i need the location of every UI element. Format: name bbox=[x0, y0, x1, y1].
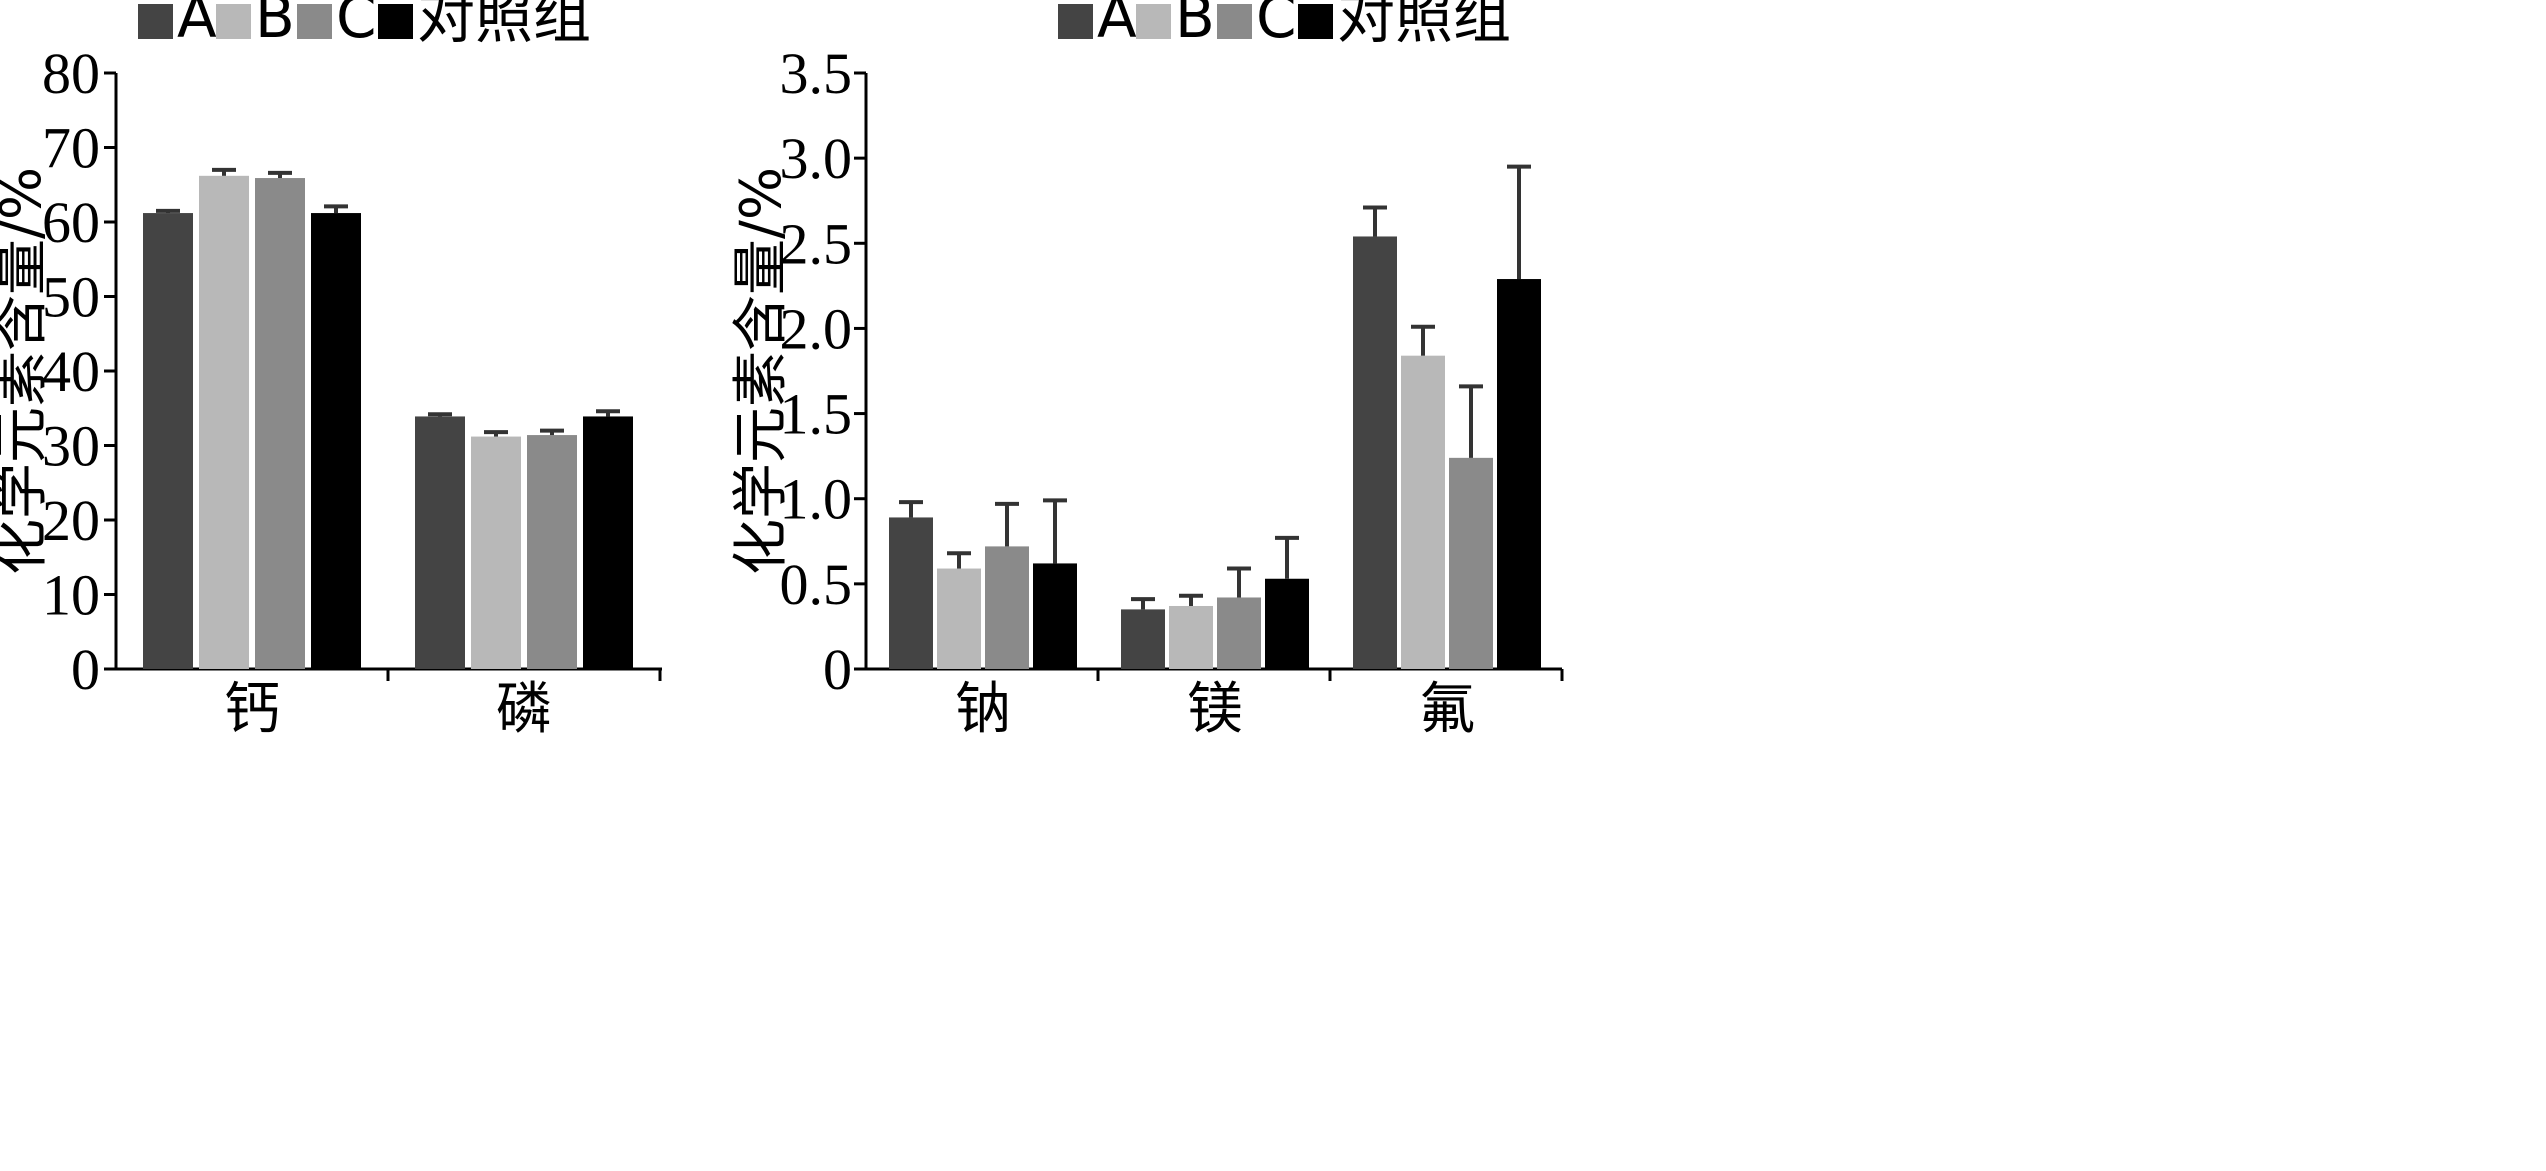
bar---2 bbox=[583, 416, 633, 669]
y-tick-label: 50 bbox=[42, 265, 100, 330]
legend-swatch-A bbox=[1058, 4, 1093, 39]
legend-swatch-C bbox=[297, 4, 332, 39]
bar-B-2 bbox=[471, 436, 521, 669]
legend-label: B bbox=[255, 0, 295, 51]
y-tick-label: 1.0 bbox=[780, 467, 853, 532]
bar-A-1 bbox=[889, 517, 933, 669]
bar-A-3 bbox=[1353, 236, 1397, 669]
bar-A-2 bbox=[415, 416, 465, 669]
chart-left: 0 10 20 30 40 50 60 70 80 钙 磷 化学元素含量/% A B C 对照组 bbox=[0, 0, 662, 742]
y-tick-label: 30 bbox=[42, 414, 100, 479]
y-tick-label: 2.5 bbox=[780, 211, 853, 276]
legend-label: C bbox=[336, 0, 377, 51]
bar---2 bbox=[1265, 578, 1309, 669]
chart-right: 0 0.5 1.0 1.5 2.0 2.5 3.0 3.5 钠 镁 氟 化学元素含量/% A B C 对照组 bbox=[729, 0, 1564, 742]
bar-B-3 bbox=[1401, 355, 1445, 669]
y-tick-label: 80 bbox=[42, 41, 100, 106]
legend-swatch-B bbox=[1136, 4, 1171, 39]
legend-label: C bbox=[1256, 0, 1297, 51]
legend-label: 对照组 bbox=[417, 0, 591, 51]
y-tick-label: 0 bbox=[71, 637, 100, 702]
category-label: 钙 bbox=[224, 677, 280, 742]
bar-C-1 bbox=[255, 178, 305, 670]
bar-C-1 bbox=[985, 546, 1029, 669]
y-tick-label: 0 bbox=[823, 637, 852, 702]
legend-label: B bbox=[1175, 0, 1215, 51]
y-tick-label: 10 bbox=[42, 563, 100, 628]
bar-A-1 bbox=[143, 213, 193, 669]
legend-swatch-A bbox=[138, 4, 173, 39]
category-label: 磷 bbox=[496, 677, 552, 742]
legend-label: A bbox=[1097, 0, 1137, 51]
y-tick-label: 40 bbox=[42, 339, 100, 404]
y-axis-label: 化学元素含量/% bbox=[729, 167, 794, 575]
y-tick-label: 3.5 bbox=[780, 41, 853, 106]
category-label: 钠 bbox=[955, 677, 1011, 742]
y-tick-label: 1.5 bbox=[780, 382, 853, 447]
bar-C-3 bbox=[1449, 457, 1493, 669]
bar-C-2 bbox=[527, 435, 577, 669]
bar-B-1 bbox=[199, 175, 249, 669]
bar-B-1 bbox=[937, 568, 981, 669]
y-axis-label: 化学元素含量/% bbox=[0, 167, 54, 575]
legend-label: 对照组 bbox=[1337, 0, 1511, 51]
legend: A B C 对照组 bbox=[1058, 0, 1511, 51]
y-tick-label: 60 bbox=[42, 190, 100, 255]
y-tick-label: 2.0 bbox=[780, 296, 853, 361]
legend-swatch-B bbox=[216, 4, 251, 39]
y-tick-label: 0.5 bbox=[780, 552, 853, 617]
y-tick-label: 20 bbox=[42, 488, 100, 553]
legend-swatch-C bbox=[1217, 4, 1252, 39]
legend-swatch-- bbox=[378, 4, 413, 39]
bar---1 bbox=[1033, 563, 1077, 669]
legend: A B C 对照组 bbox=[138, 0, 591, 51]
y-tick-label: 70 bbox=[42, 116, 100, 181]
bar---3 bbox=[1497, 279, 1541, 669]
bar-A-2 bbox=[1121, 609, 1165, 669]
bar-B-2 bbox=[1169, 605, 1213, 669]
bar---1 bbox=[311, 213, 361, 669]
y-tick-label: 3.0 bbox=[780, 126, 853, 191]
category-label: 氟 bbox=[1419, 677, 1475, 742]
bar-C-2 bbox=[1217, 597, 1261, 669]
category-label: 镁 bbox=[1187, 677, 1243, 742]
legend-label: A bbox=[177, 0, 217, 51]
legend-swatch-- bbox=[1298, 4, 1333, 39]
